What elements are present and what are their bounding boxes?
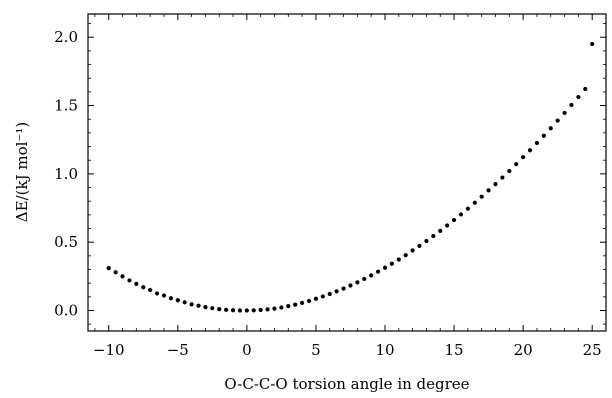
data-point [327,291,332,297]
x-tick-label: −10 [93,341,125,359]
data-point [279,305,284,310]
data-point [341,286,346,291]
y-tick-label: 2.0 [54,28,78,46]
data-point [382,265,388,270]
data-point [458,212,464,217]
data-point [251,308,256,313]
data-point [127,278,132,283]
data-point [161,293,167,298]
data-point [348,283,353,288]
data-point [306,298,312,304]
y-axis-ticks: 0.0 0.5 1.0 1.5 2.0 [54,23,606,325]
data-point [369,273,374,278]
data-point [548,126,553,131]
data-point [237,308,243,313]
x-tick-label: 0 [242,341,252,359]
data-point [424,238,429,244]
data-point [120,274,125,279]
data-point [217,307,222,312]
y-tick-label: 1.5 [54,97,78,115]
x-axis-title: O-C-C-O torsion angle in degree [224,375,469,393]
data-series [106,41,595,313]
data-point [375,269,381,274]
data-point [272,306,277,311]
data-point [230,308,236,313]
plot-frame [87,13,607,332]
data-point [451,217,457,223]
data-point [168,296,173,301]
data-point [210,306,215,311]
data-point [417,243,422,248]
data-point [514,162,519,167]
data-point [569,102,574,108]
x-tick-label: −5 [167,341,189,359]
data-point [562,110,567,116]
x-tick-label: 5 [311,341,321,359]
data-point [244,308,249,313]
data-point [265,307,270,312]
data-point [403,253,408,258]
data-point [362,276,367,282]
data-point [541,133,546,138]
data-point [472,200,477,205]
data-point [396,257,401,262]
data-point [148,287,153,293]
x-tick-label: 10 [375,341,394,359]
data-point [196,303,201,308]
data-point [493,182,498,187]
data-point [389,261,394,266]
data-point [154,291,160,296]
data-point [486,188,491,193]
x-axis-ticks: −10 −5 0 5 10 15 20 25 [93,14,607,359]
y-tick-label: 0.5 [54,233,78,251]
data-point [203,304,208,310]
data-point [555,118,560,123]
data-point [583,86,588,92]
x-tick-label: 20 [514,341,533,359]
y-axis-title: ΔE/(kJ mol⁻¹) [13,122,31,222]
data-point [479,194,484,199]
data-point [527,148,533,153]
data-point [134,281,139,286]
data-point [507,168,512,174]
data-point [182,300,187,305]
data-point [286,304,291,309]
y-tick-label: 0.0 [54,302,78,320]
data-point [410,248,415,253]
data-point [224,307,229,312]
data-point [521,155,526,160]
data-point [320,294,325,299]
data-point [300,300,305,305]
data-point [334,289,339,294]
data-point [106,266,111,271]
data-point [534,140,540,146]
data-point [355,280,360,285]
data-point [189,302,194,307]
data-point [431,233,436,239]
data-point [576,94,581,100]
y-tick-label: 1.0 [54,165,78,183]
data-point [465,206,470,211]
x-tick-label: 15 [445,341,464,359]
data-point [438,228,443,233]
data-point [445,223,450,228]
data-point [293,302,298,307]
data-point [590,41,595,47]
data-point [500,175,505,180]
x-tick-label: 25 [583,341,602,359]
data-point [313,296,319,301]
data-point [175,298,180,303]
data-point [258,307,263,313]
data-point [141,285,146,290]
data-point [113,270,118,275]
